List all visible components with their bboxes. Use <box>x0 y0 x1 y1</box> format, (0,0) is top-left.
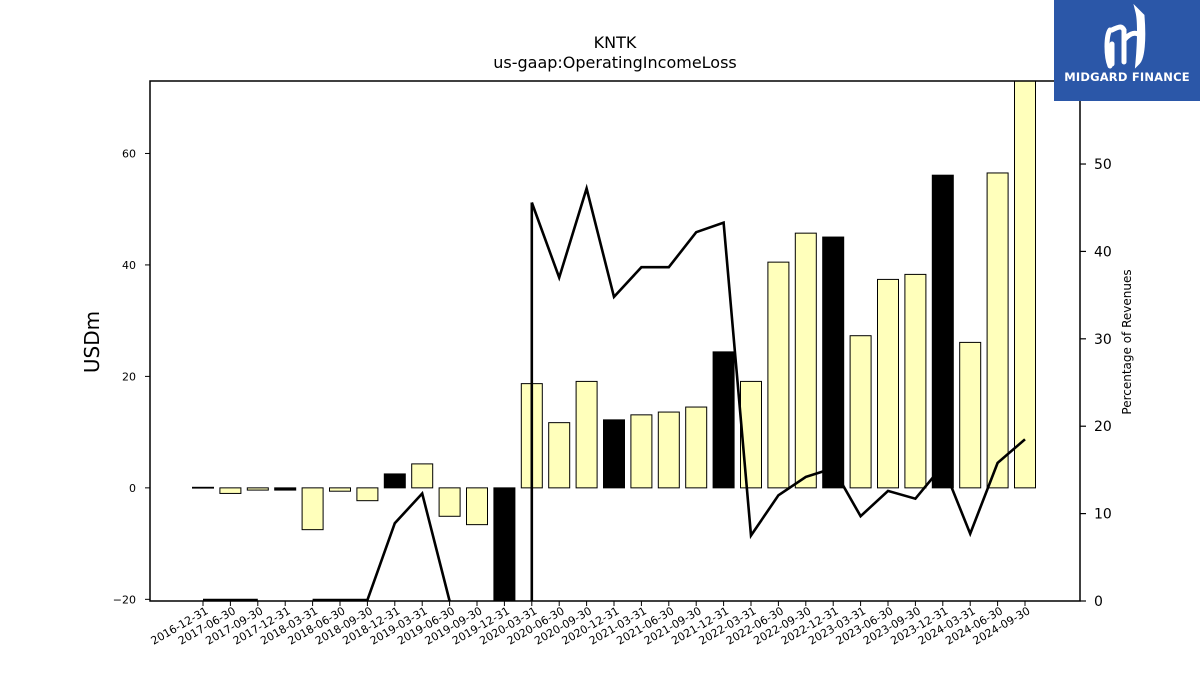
bar-2020-12-31 <box>603 419 625 489</box>
y2-axis-label: Percentage of Revenues <box>1120 269 1134 414</box>
line-layer <box>203 183 1026 602</box>
bar-2021-09-30 <box>685 406 708 489</box>
percentage-line <box>203 183 1026 602</box>
bar-2017-12-31 <box>274 487 297 491</box>
bar-2023-03-31 <box>849 335 872 489</box>
y-tick-label: 60 <box>122 147 136 160</box>
bar-2018-03-31 <box>301 487 324 531</box>
bar-2018-06-30 <box>329 487 351 492</box>
y2-tick-label: 50 <box>1094 157 1112 173</box>
y2-tick-label: 40 <box>1094 244 1112 260</box>
bar-2017-09-30 <box>246 487 269 491</box>
bar-2023-06-30 <box>877 278 899 489</box>
bar-2016-12-31 <box>192 486 214 489</box>
bar-2019-12-31 <box>493 487 516 602</box>
bar-2022-03-31 <box>740 380 762 489</box>
bar-2024-03-31 <box>959 341 982 489</box>
y-tick-label: 0 <box>129 482 136 495</box>
y2-tick-label: 0 <box>1094 594 1103 610</box>
bar-2017-06-30 <box>219 487 242 494</box>
bar-2022-09-30 <box>794 232 817 489</box>
y-tick-label: 40 <box>122 259 136 272</box>
bars-layer <box>192 80 1036 602</box>
chart-subtitle: us-gaap:OperatingIncomeLoss <box>493 53 737 72</box>
bar-2024-09-30 <box>1014 80 1036 489</box>
y2-tick-label: 20 <box>1094 419 1112 435</box>
bar-2024-06-30 <box>986 172 1009 489</box>
midgard-logo-icon <box>1104 3 1146 69</box>
bar-2022-12-31 <box>822 236 845 489</box>
bar-2018-09-30 <box>356 487 379 502</box>
bar-2019-09-30 <box>466 487 488 526</box>
bar-2020-09-30 <box>575 380 598 489</box>
bar-2023-09-30 <box>904 273 927 489</box>
bar-2021-06-30 <box>657 411 680 489</box>
chart-title: KNTK <box>594 33 637 52</box>
plot-frame <box>149 80 1081 602</box>
bar-2021-03-31 <box>630 414 653 489</box>
logo-text: MIDGARD FINANCE <box>1064 70 1190 84</box>
bar-2019-06-30 <box>438 487 461 517</box>
y2-tick-label: 10 <box>1094 507 1112 523</box>
axes-layer: −200204060010203040502016-12-312017-06-3… <box>113 80 1112 648</box>
bar-2023-12-31 <box>931 174 954 489</box>
y-axis-label: USDm <box>80 311 104 373</box>
bar-2020-06-30 <box>548 422 571 489</box>
bar-2022-06-30 <box>767 261 790 489</box>
y-tick-label: 20 <box>122 370 136 383</box>
bar-2021-12-31 <box>712 351 735 489</box>
bar-2019-03-31 <box>411 463 434 489</box>
y2-tick-label: 30 <box>1094 332 1112 348</box>
y-tick-label: −20 <box>113 593 136 606</box>
bar-2018-12-31 <box>383 473 406 489</box>
logo-banner: MIDGARD FINANCE <box>1054 0 1200 101</box>
